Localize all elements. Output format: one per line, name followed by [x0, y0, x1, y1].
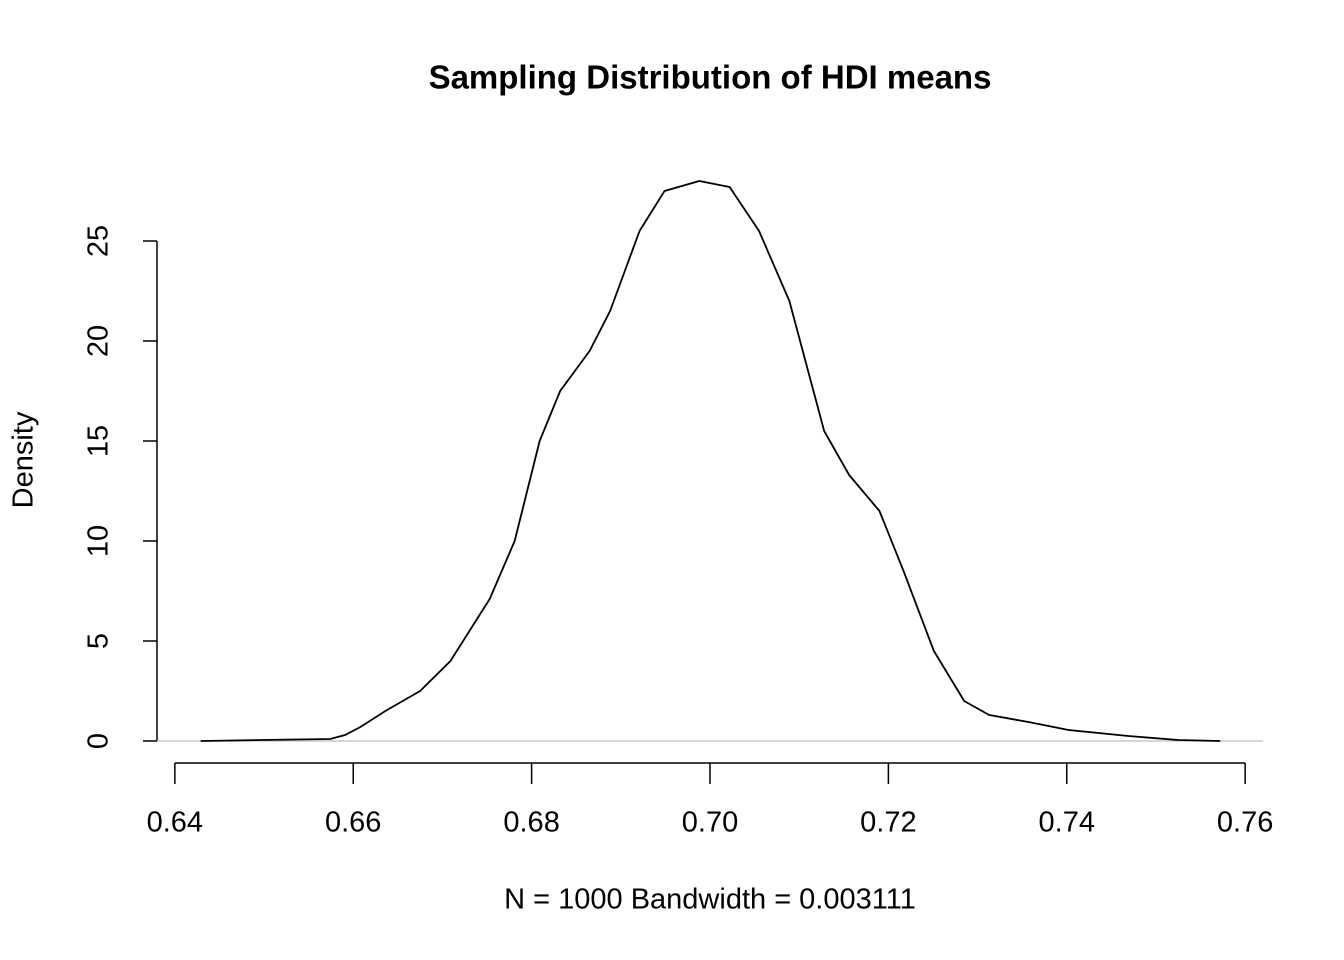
y-tick-label: 20: [83, 325, 115, 357]
y-axis-label: Density: [8, 411, 40, 508]
x-tick-label: 0.68: [503, 807, 559, 839]
x-tick-label: 0.72: [860, 807, 916, 839]
x-axis-label: N = 1000 Bandwidth = 0.003111: [504, 884, 916, 916]
x-tick-label: 0.70: [682, 807, 738, 839]
x-tick-label: 0.74: [1039, 807, 1095, 839]
y-tick-label: 10: [83, 525, 115, 557]
density-line: [200, 180, 1221, 742]
chart-title: Sampling Distribution of HDI means: [429, 59, 992, 96]
y-tick-label: 25: [83, 225, 115, 257]
x-tick-label: 0.66: [325, 807, 381, 839]
y-tick-label: 0: [83, 733, 115, 749]
y-tick-label: 15: [83, 425, 115, 457]
x-tick-label: 0.64: [147, 807, 203, 839]
x-tick-label: 0.76: [1217, 807, 1273, 839]
y-tick-label: 5: [83, 633, 115, 649]
